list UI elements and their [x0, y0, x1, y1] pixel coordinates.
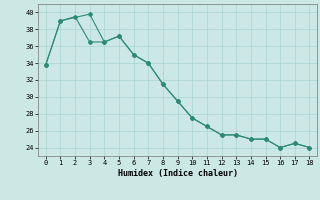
X-axis label: Humidex (Indice chaleur): Humidex (Indice chaleur): [118, 169, 238, 178]
